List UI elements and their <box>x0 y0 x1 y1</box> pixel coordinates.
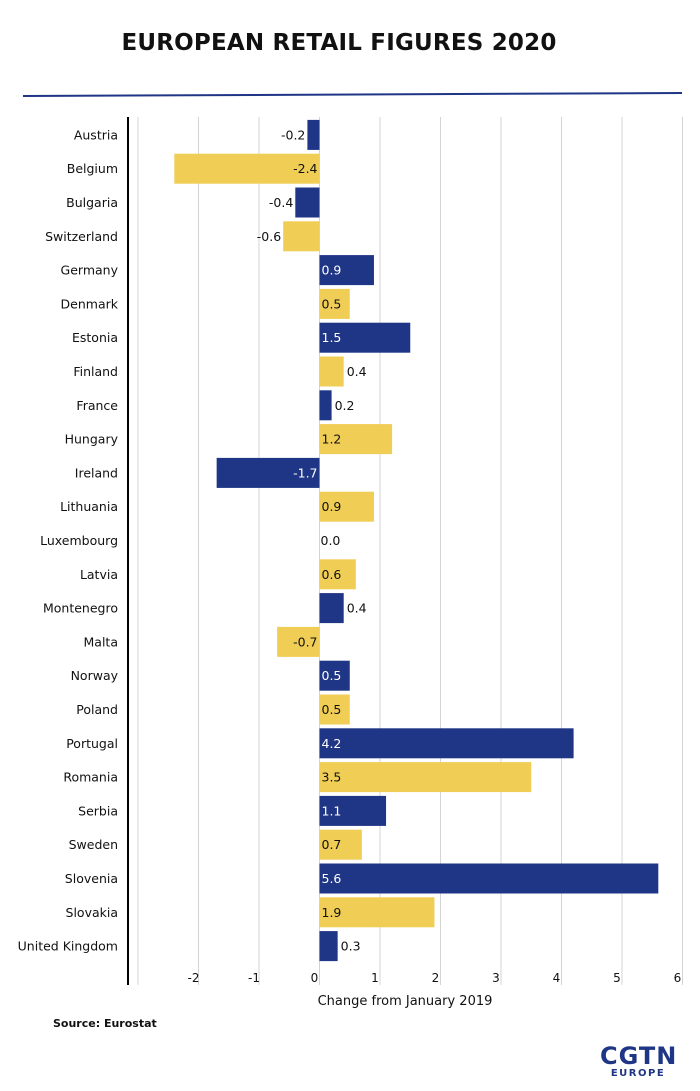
value-label: 3.5 <box>322 770 342 785</box>
bar-france <box>319 390 332 421</box>
category-label: Romania <box>63 770 118 785</box>
bar-lithuania <box>319 491 374 522</box>
bar-austria <box>307 119 320 150</box>
category-label: Luxembourg <box>40 533 118 548</box>
bar-united-kingdom <box>319 931 338 962</box>
grid-lines <box>137 117 683 985</box>
x-tick-label: -1 <box>248 971 260 985</box>
x-axis-label: Change from January 2019 <box>318 994 493 1009</box>
bar-serbia <box>319 795 387 826</box>
bars: -0.2 -2.4 -0.4 -0.6 0.9 0.5 1.5 0.4 0.2 1.2 -1.7 0.… <box>174 119 659 962</box>
bar-norway <box>319 660 350 691</box>
category-label: Montenegro <box>43 601 118 616</box>
value-label: 0.9 <box>322 263 342 278</box>
value-label: 4.2 <box>322 736 342 751</box>
chart-title: EUROPEAN RETAIL FIGURES 2020 <box>121 30 557 56</box>
value-label: 0.3 <box>341 939 361 954</box>
category-label: Latvia <box>80 567 118 582</box>
category-label: Sweden <box>69 837 118 852</box>
category-label: Hungary <box>65 432 119 447</box>
category-label: Portugal <box>66 736 118 751</box>
bar-denmark <box>319 288 350 319</box>
bar-hungary <box>319 424 393 455</box>
bar-romania <box>319 762 532 793</box>
category-label: Norway <box>71 668 119 683</box>
cgtn-logo: CGTN EUROPE <box>600 1044 676 1079</box>
x-tick-label: 4 <box>553 971 561 985</box>
x-tick-label: 3 <box>492 971 500 985</box>
bar-sweden <box>319 829 362 860</box>
value-label: 0.9 <box>322 499 342 514</box>
value-label: 0.5 <box>322 668 342 683</box>
category-label: Estonia <box>72 330 118 345</box>
bar-germany <box>319 255 374 286</box>
bar-montenegro <box>319 593 344 624</box>
value-label: 1.1 <box>322 803 342 818</box>
category-label: Slovakia <box>66 905 118 920</box>
category-label: Lithuania <box>60 499 118 514</box>
category-label: Serbia <box>78 803 118 818</box>
value-label: 0.7 <box>322 837 342 852</box>
x-tick-label: 1 <box>371 971 379 985</box>
value-label: -1.7 <box>293 465 317 480</box>
value-label: 0.4 <box>347 364 367 379</box>
bar-poland <box>319 694 350 725</box>
bar-slovenia <box>319 863 659 894</box>
category-label: United Kingdom <box>18 939 118 954</box>
value-label: -2.4 <box>293 161 317 176</box>
category-label: France <box>76 398 118 413</box>
category-label: Slovenia <box>65 871 118 886</box>
bar-estonia <box>319 322 411 353</box>
value-label: 0.6 <box>322 567 342 582</box>
category-label: Belgium <box>67 161 118 176</box>
category-labels: Austria Belgium Bulgaria Switzerland Germany… <box>18 127 119 953</box>
source-note: Source: Eurostat <box>53 1017 157 1030</box>
category-label: Austria <box>74 127 118 142</box>
category-label: Poland <box>76 702 118 717</box>
x-tick-label: 6 <box>674 971 682 985</box>
value-label: 1.9 <box>322 905 342 920</box>
category-label: Ireland <box>75 465 118 480</box>
category-label: Bulgaria <box>66 195 118 210</box>
bar-malta <box>277 626 320 657</box>
x-tick-label: 0 <box>311 971 319 985</box>
value-label: 1.5 <box>322 330 342 345</box>
logo-main: CGTN <box>600 1042 678 1070</box>
title-divider <box>22 92 683 97</box>
x-tick-label: -2 <box>188 971 200 985</box>
value-label: 0.5 <box>322 702 342 717</box>
value-label: -0.4 <box>269 195 293 210</box>
bar-finland <box>319 356 344 387</box>
category-label: Finland <box>73 364 118 379</box>
category-label: Germany <box>61 263 119 278</box>
value-label: 0.0 <box>321 533 341 548</box>
category-label: Denmark <box>61 296 119 311</box>
value-label: -0.6 <box>257 229 281 244</box>
tick-labels: -2 -1 0 1 2 3 4 5 6 <box>188 971 682 985</box>
bar-portugal <box>319 728 574 759</box>
value-label: 1.2 <box>322 432 342 447</box>
value-label: 0.2 <box>335 398 355 413</box>
bar-bulgaria <box>295 187 320 218</box>
x-tick-label: 2 <box>432 971 440 985</box>
category-label: Switzerland <box>45 229 118 244</box>
value-label: -0.2 <box>281 127 305 142</box>
bar-slovakia <box>319 897 435 928</box>
x-tick-label: 5 <box>613 971 621 985</box>
value-label: 5.6 <box>322 871 342 886</box>
logo-sub: EUROPE <box>610 1068 666 1079</box>
bar-belgium <box>174 153 320 184</box>
category-label: Malta <box>84 634 118 649</box>
bar-latvia <box>319 559 356 590</box>
bar-ireland <box>216 457 320 488</box>
value-label: 0.5 <box>322 296 342 311</box>
value-label: 0.4 <box>347 601 367 616</box>
value-label: -0.7 <box>293 634 317 649</box>
bar-switzerland <box>283 221 320 252</box>
